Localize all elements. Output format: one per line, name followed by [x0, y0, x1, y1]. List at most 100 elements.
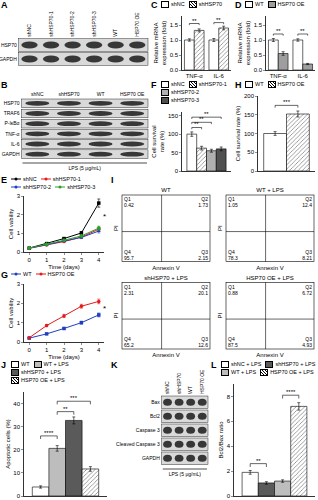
svg-text:3: 3	[80, 257, 84, 263]
svg-text:0: 0	[17, 493, 21, 499]
svg-text:TNF-α: TNF-α	[270, 73, 288, 79]
svg-text:HSP70 OE: HSP70 OE	[134, 12, 140, 37]
svg-text:***: ***	[283, 99, 291, 105]
svg-text:shNC: shNC	[31, 91, 44, 97]
svg-text:1: 1	[45, 347, 49, 353]
svg-text:Bax: Bax	[151, 399, 160, 405]
svg-text:LPS (5 μg/mL): LPS (5 μg/mL)	[69, 165, 102, 171]
svg-text:*: *	[103, 304, 106, 313]
svg-text:shHSP70-2: shHSP70-2	[69, 11, 75, 37]
svg-text:95.7: 95.7	[124, 255, 134, 261]
svg-text:0: 0	[17, 339, 21, 345]
svg-text:8: 8	[227, 394, 231, 400]
svg-text:0: 0	[28, 257, 32, 263]
svg-text:Relative mRNAexpression (fold): Relative mRNAexpression (fold)	[153, 21, 167, 65]
svg-text:Cell survival rate (%): Cell survival rate (%)	[235, 106, 241, 161]
svg-text:6.72: 6.72	[302, 290, 312, 296]
svg-text:GAPDH: GAPDH	[2, 151, 20, 157]
svg-text:150: 150	[244, 112, 255, 118]
svg-text:shHSP70 + LPS: shHSP70 + LPS	[144, 275, 188, 281]
svg-text:3: 3	[17, 281, 21, 287]
svg-text:0.0: 0.0	[170, 67, 179, 73]
svg-text:HSP70 OE: HSP70 OE	[199, 369, 205, 394]
svg-text:0.42: 0.42	[124, 202, 134, 208]
svg-text:HSP70 OE + LPS: HSP70 OE + LPS	[246, 275, 294, 281]
svg-text:***: ***	[70, 395, 78, 401]
svg-text:0.5: 0.5	[170, 52, 179, 58]
svg-text:PI: PI	[113, 225, 119, 231]
svg-text:1: 1	[17, 230, 21, 236]
svg-text:4: 4	[97, 257, 101, 263]
svg-text:Bcl2/Bax ratio: Bcl2/Bax ratio	[218, 421, 224, 459]
svg-text:0.0: 0.0	[254, 67, 263, 73]
svg-text:Caspase 3: Caspase 3	[136, 427, 160, 433]
svg-text:*: *	[103, 212, 106, 221]
svg-text:HSP70 OE: HSP70 OE	[120, 91, 145, 97]
svg-text:IL-6: IL-6	[214, 73, 225, 79]
svg-text:10: 10	[13, 470, 20, 476]
svg-text:**: **	[276, 28, 281, 34]
svg-text:shNC: shNC	[164, 381, 170, 394]
svg-text:Annexin V: Annexin V	[152, 265, 179, 271]
svg-text:2: 2	[227, 468, 231, 474]
svg-text:2: 2	[17, 212, 21, 218]
svg-text:2: 2	[62, 347, 66, 353]
svg-text:**: **	[204, 111, 209, 117]
svg-text:IL-6: IL-6	[11, 141, 20, 147]
svg-text:****: ****	[286, 389, 296, 395]
svg-text:1.05: 1.05	[228, 202, 238, 208]
svg-text:40: 40	[13, 401, 20, 407]
svg-text:Annexin V: Annexin V	[256, 265, 283, 271]
svg-text:TNF-α: TNF-α	[186, 73, 204, 79]
svg-text:1.5: 1.5	[254, 22, 263, 28]
svg-text:****: ****	[44, 430, 54, 436]
svg-text:IL-6: IL-6	[298, 73, 309, 79]
svg-text:150: 150	[168, 113, 179, 119]
svg-text:**: **	[192, 18, 197, 24]
svg-text:Time (days): Time (days)	[48, 264, 79, 270]
svg-text:Bcl2: Bcl2	[150, 413, 160, 419]
svg-text:Relative mRNAexpression (fold): Relative mRNAexpression (fold)	[237, 21, 251, 65]
svg-text:2.31: 2.31	[124, 290, 134, 296]
svg-text:Time (days): Time (days)	[48, 354, 79, 360]
svg-text:100: 100	[168, 131, 179, 137]
svg-text:200: 200	[244, 93, 255, 99]
svg-text:1.0: 1.0	[254, 37, 263, 43]
svg-text:WT: WT	[112, 29, 118, 37]
svg-text:Annexin V: Annexin V	[256, 352, 283, 358]
svg-text:WT: WT	[161, 187, 171, 193]
svg-text:**: **	[199, 116, 204, 122]
svg-text:WT + LPS: WT + LPS	[256, 187, 283, 193]
svg-text:3: 3	[80, 347, 84, 353]
svg-text:shHSP70-3: shHSP70-3	[91, 11, 97, 37]
svg-text:4.93: 4.93	[302, 342, 312, 348]
svg-text:1.73: 1.73	[198, 202, 208, 208]
svg-text:4: 4	[97, 347, 101, 353]
svg-text:Annexin V: Annexin V	[152, 352, 179, 358]
svg-text:LPS (5 μg/mL): LPS (5 μg/mL)	[169, 471, 202, 477]
svg-text:Cleaved Caspase 3: Cleaved Caspase 3	[116, 441, 160, 447]
svg-text:shNC: shNC	[26, 24, 32, 37]
svg-text:2: 2	[17, 300, 21, 306]
svg-text:GAPDH: GAPDH	[0, 56, 17, 62]
svg-text:Cell survivalrate (%): Cell survivalrate (%)	[151, 125, 165, 157]
svg-text:8.21: 8.21	[302, 255, 312, 261]
svg-text:0: 0	[227, 493, 231, 499]
svg-text:PI: PI	[217, 313, 223, 319]
svg-text:TNF-α: TNF-α	[5, 131, 19, 137]
svg-text:WT: WT	[187, 386, 193, 394]
svg-text:HSP70: HSP70	[4, 100, 20, 106]
svg-text:**: **	[63, 406, 68, 412]
svg-text:87.5: 87.5	[228, 342, 238, 348]
svg-text:1.5: 1.5	[170, 22, 179, 28]
svg-text:**: **	[256, 458, 261, 464]
svg-text:1.0: 1.0	[170, 37, 179, 43]
svg-text:**: **	[216, 17, 221, 23]
svg-text:2.15: 2.15	[198, 255, 208, 261]
svg-text:50: 50	[171, 150, 178, 156]
svg-text:65.2: 65.2	[124, 342, 134, 348]
svg-text:0: 0	[17, 249, 21, 255]
svg-text:0.88: 0.88	[228, 290, 238, 296]
svg-text:0.5: 0.5	[254, 52, 263, 58]
svg-text:100: 100	[244, 131, 255, 137]
